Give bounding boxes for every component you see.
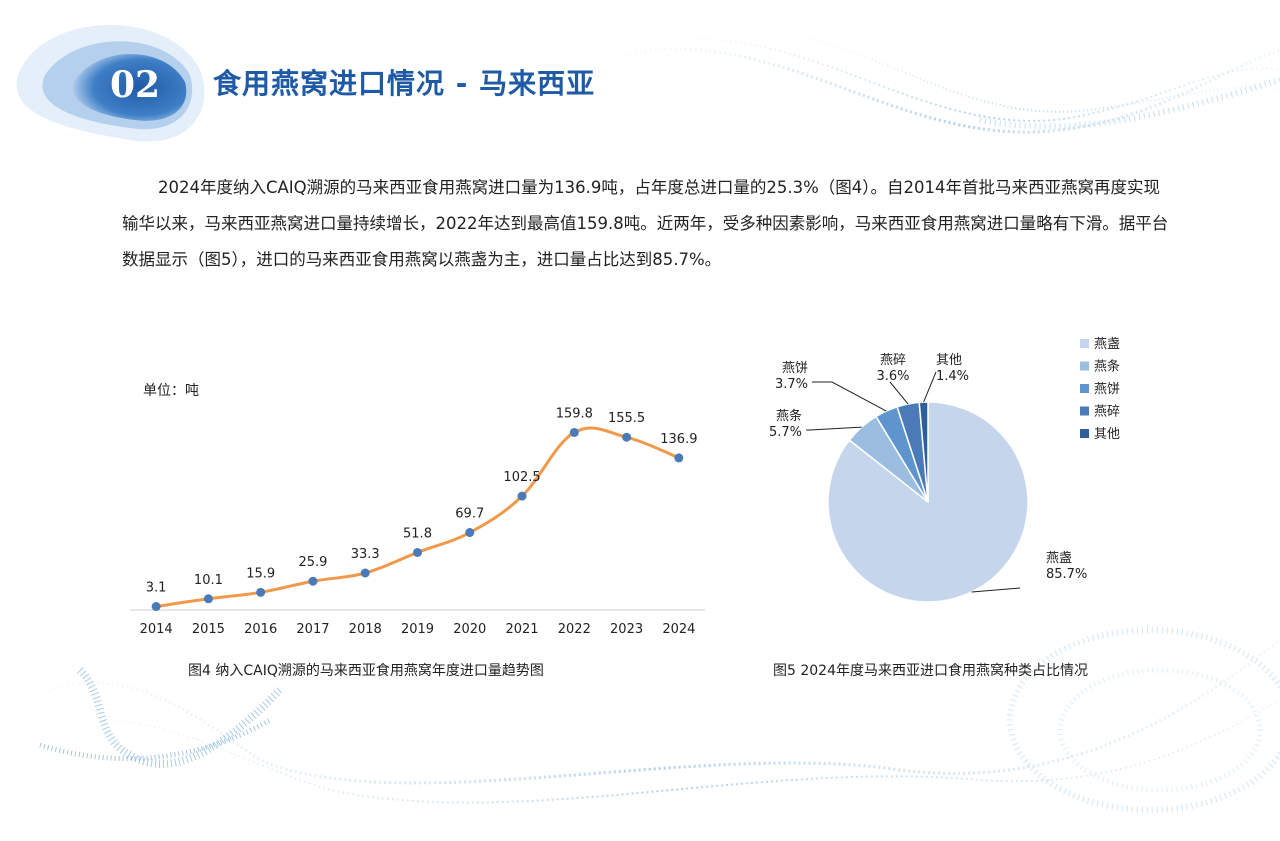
data-point [569,427,579,437]
legend-swatch [1080,384,1089,393]
slice-value-label: 5.7% [769,425,802,440]
data-point [203,594,213,604]
x-tick-label: 2017 [296,622,329,637]
intro-paragraph: 2024年度纳入CAIQ溯源的马来西亚食用燕窝进口量为136.9吨，占年度总进口… [122,178,1169,269]
unit-label: 单位：吨 [143,383,199,399]
x-tick-label: 2019 [401,622,434,637]
legend-swatch [1080,361,1089,371]
leader-line [971,587,1021,593]
x-tick-label: 2021 [505,622,538,637]
data-point [308,576,318,586]
data-label: 15.9 [246,566,275,581]
x-tick-label: 2023 [610,622,643,637]
page-title: 食用燕窝进口情况 - 马来西亚 [213,67,596,100]
legend-swatch [1080,339,1089,348]
data-point [360,568,370,578]
x-tick-label: 2020 [453,622,486,637]
legend-label: 燕盏 [1094,337,1120,352]
slice-name-label: 燕碎 [880,353,906,368]
slice-name-label: 燕盏 [1046,551,1072,566]
leader-line [889,381,909,405]
data-label: 155.5 [608,411,645,426]
slice-value-label: 3.7% [775,377,808,392]
figure5-caption: 图5 2024年度马来西亚进口食用燕窝种类占比情况 [773,663,1088,679]
data-label: 10.1 [194,573,223,588]
x-tick-label: 2022 [558,622,591,637]
data-label: 102.5 [503,470,540,485]
data-label: 69.7 [455,507,484,522]
legend-label: 燕条 [1094,359,1120,375]
x-tick-label: 2018 [349,622,382,637]
slice-value-label: 85.7% [1046,567,1087,582]
legend-label: 燕碎 [1094,405,1120,420]
data-point [151,602,161,612]
x-tick-label: 2024 [662,622,695,637]
data-point [517,491,527,501]
legend-swatch [1080,406,1089,416]
data-label: 136.9 [660,432,697,447]
line-chart: 3.1 2014 10.1 2015 15.9 2016 25.9 2017 33.3 2018 5… [130,406,705,637]
pie-chart: 燕盏85.7%燕条5.7%燕饼3.7%燕碎3.6%其他1.4%燕盏燕条燕饼燕碎其… [769,337,1120,603]
data-label: 25.9 [298,555,327,570]
leader-line [812,381,887,412]
data-label: 51.8 [403,526,432,541]
legend-swatch [1080,429,1089,438]
slice-name-label: 燕饼 [782,361,808,376]
data-point [465,528,475,538]
legend-label: 燕饼 [1094,382,1120,397]
figure4-caption: 图4 纳入CAIQ溯源的马来西亚食用燕窝年度进口量趋势图 [188,663,544,679]
legend-label: 其他 [1094,427,1120,442]
x-tick-label: 2015 [192,622,225,637]
series-line [155,426,680,609]
leader-line [806,426,862,431]
data-point [413,547,422,557]
x-tick-label: 2014 [140,622,173,637]
data-point [622,432,632,442]
data-point [674,453,684,463]
data-label: 3.1 [146,581,167,596]
slice-name-label: 燕条 [776,408,802,424]
data-label: 159.8 [556,406,593,421]
data-label: 33.3 [351,547,380,562]
slice-name-label: 其他 [936,353,962,368]
x-tick-label: 2016 [244,622,277,637]
data-point [256,587,266,597]
section-number-badge: 02 [109,64,161,106]
slice-value-label: 1.4% [936,369,969,384]
slice-value-label: 3.6% [876,369,909,384]
leader-line [923,371,937,403]
